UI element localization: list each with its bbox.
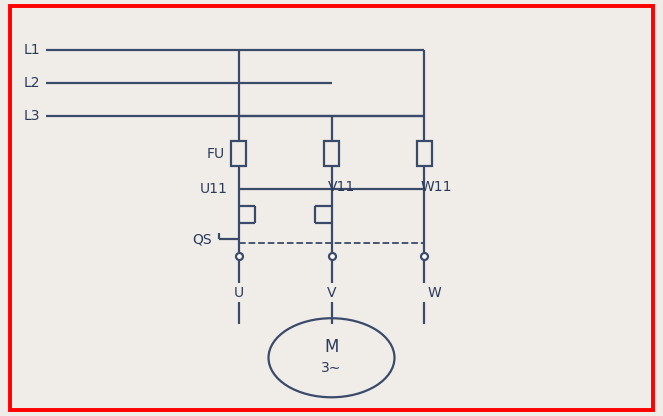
Text: W11: W11	[420, 180, 452, 194]
Text: 3∼: 3∼	[322, 361, 341, 375]
Text: W: W	[428, 286, 442, 300]
Bar	[417, 141, 432, 166]
Text: U11: U11	[200, 182, 228, 196]
Text: L3: L3	[23, 109, 40, 124]
Text: L1: L1	[23, 43, 40, 57]
Text: V: V	[327, 286, 336, 300]
Text: FU: FU	[207, 147, 225, 161]
Text: L2: L2	[23, 76, 40, 90]
Text: M: M	[324, 338, 339, 357]
Text: QS: QS	[192, 232, 212, 246]
Bar	[324, 141, 339, 166]
Text: V11: V11	[328, 180, 355, 194]
Text: U: U	[233, 286, 244, 300]
Bar	[231, 141, 246, 166]
